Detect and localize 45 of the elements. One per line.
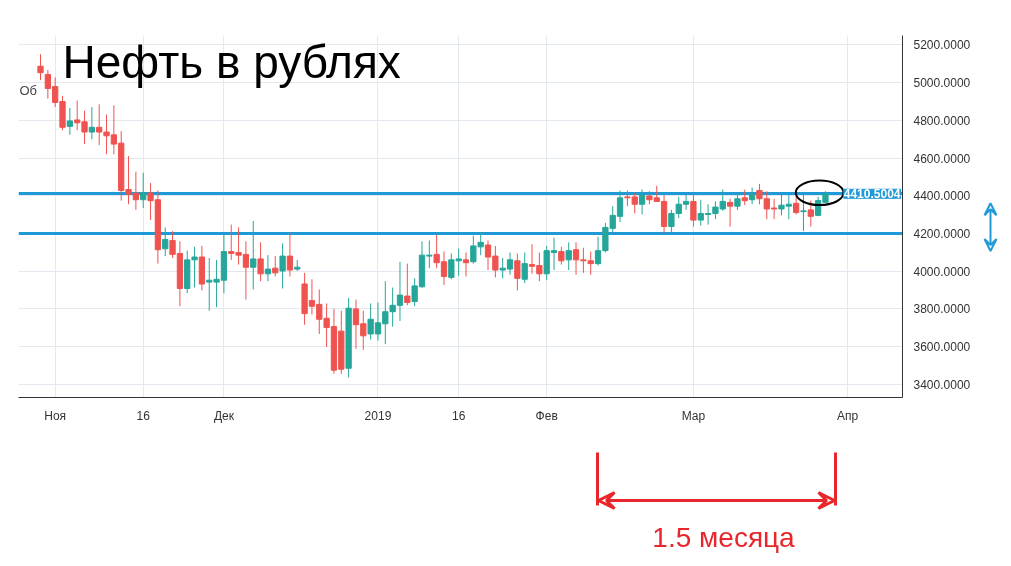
candlestick	[404, 263, 411, 306]
y-tick-label: 3400.0000	[913, 377, 971, 392]
x-tick-label: 16	[136, 408, 151, 423]
candlestick	[792, 195, 800, 215]
x-tick-label: Мар	[681, 408, 706, 423]
candlestick	[140, 172, 147, 209]
candlestick	[66, 107, 73, 136]
candlestick	[250, 220, 257, 290]
y-tick-label: 3800.0000	[913, 302, 971, 317]
candlestick	[257, 241, 264, 282]
y-tick-label: 4600.0000	[913, 151, 971, 166]
candlestick	[264, 254, 272, 282]
y-tick-label: 5000.0000	[913, 76, 971, 91]
y-tick-label: 4000.0000	[913, 264, 971, 279]
candlestick	[279, 242, 286, 290]
y-tick-label: 4800.0000	[913, 113, 971, 128]
candlestick	[462, 252, 470, 277]
x-tick-label: 16	[451, 408, 466, 423]
candlestick	[88, 106, 95, 140]
candlestick	[286, 232, 294, 277]
y-tick-label: 4400.0000	[913, 189, 971, 204]
y-tick-label: 3600.0000	[913, 340, 971, 355]
candlestick	[800, 194, 807, 232]
x-tick-label: Ноя	[44, 408, 67, 423]
x-tick-label: Фев	[535, 408, 558, 423]
x-tick-label: Апр	[836, 408, 859, 423]
candlestick	[162, 226, 169, 257]
text: 1.5 месяца	[652, 522, 796, 553]
candlestick	[514, 252, 521, 291]
ref-line-label: 4410.5004	[843, 187, 901, 202]
candlestick	[748, 187, 756, 205]
x-tick-label: Дек	[213, 408, 235, 423]
candlestick	[690, 193, 697, 227]
y-tick-label: 4200.0000	[913, 226, 971, 241]
candlestick	[272, 255, 279, 277]
candlestick	[807, 199, 814, 227]
candlestick	[638, 189, 646, 215]
annotation: Об	[19, 82, 38, 98]
candlestick	[37, 53, 44, 81]
candlestick	[565, 241, 572, 271]
chart-title: Нефть в рублях	[62, 35, 401, 88]
candlestick	[521, 252, 528, 284]
candlestick	[726, 198, 734, 227]
x-tick-label: 2019	[364, 408, 392, 423]
y-tick-label: 5200.0000	[913, 38, 971, 53]
